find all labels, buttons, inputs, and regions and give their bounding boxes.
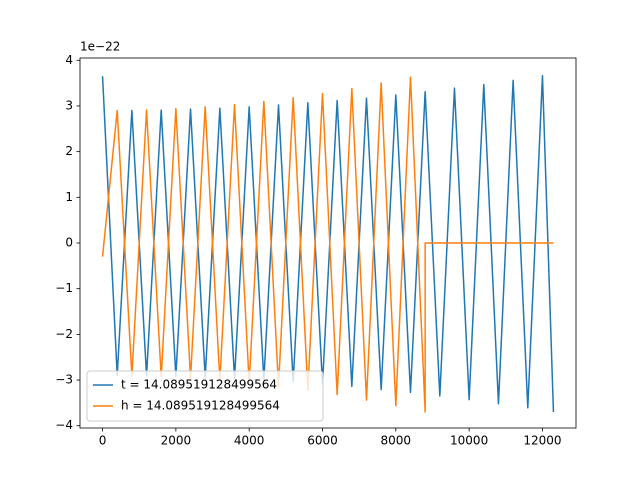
y-tick-label: −1 — [55, 281, 73, 295]
y-tick-label: 4 — [65, 53, 73, 67]
x-tick-label: 6000 — [307, 434, 338, 448]
x-tick-label: 2000 — [161, 434, 192, 448]
y-tick-label: −3 — [55, 373, 73, 387]
y-tick-label: −4 — [55, 418, 73, 432]
y-tick-label: −2 — [55, 327, 73, 341]
axes: 0 2000 4000 6000 8000 10000 12000 −4 −3 −2 −1 0 1 2 3 4… — [55, 53, 577, 448]
x-tick-label: 4000 — [234, 434, 265, 448]
y-tick-label: 0 — [65, 236, 73, 250]
y-tick-label: 3 — [65, 98, 73, 112]
x-tick-label: 8000 — [381, 434, 412, 448]
offset-label: 1e−22 — [80, 40, 120, 54]
legend-box — [86, 370, 324, 422]
x-tick-label: 0 — [99, 434, 107, 448]
y-tick-label: 1 — [65, 190, 73, 204]
x-tick-label: 10000 — [450, 434, 488, 448]
y-tick-label: 2 — [65, 144, 73, 158]
x-tick-label: 12000 — [523, 434, 561, 448]
legend-label: t = 14.089519128499564 — [121, 378, 277, 392]
legend-label: h = 14.089519128499564 — [121, 399, 280, 413]
